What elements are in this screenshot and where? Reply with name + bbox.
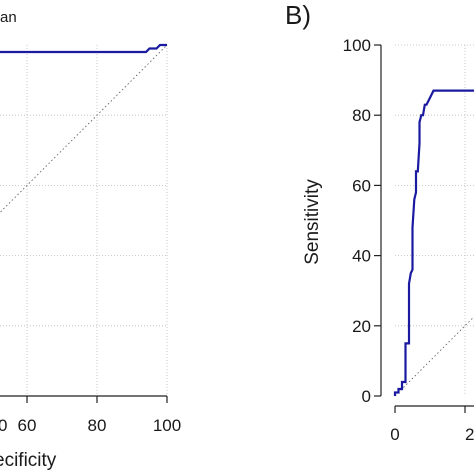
panel-b: B) 0 20 40 60 80 100 0 2 Sensitivity: [285, 0, 474, 444]
panel-b-y-tick-label: 100: [343, 36, 371, 55]
panel-a-x-axis-title: ecificity: [0, 450, 57, 471]
panel-a-grid: [0, 45, 168, 396]
panel-b-axes: [380, 45, 474, 407]
panel-a-x-tick-label: 80: [88, 416, 107, 435]
panel-b-y-axis-title: Sensitivity: [302, 179, 323, 265]
panel-b-y-tick-label: 60: [352, 176, 371, 195]
panel-b-roc-curve: [393, 89, 474, 396]
panel-b-y-tick-label: 0: [362, 387, 371, 406]
panel-a-x-tick-label: 60: [18, 416, 37, 435]
panel-b-y-tick-label: 40: [352, 247, 371, 266]
panel-a-x-tick-label: 0: [0, 416, 7, 435]
panel-b-x-tick-label: 0: [390, 425, 399, 444]
panel-a-legend-text: an: [0, 9, 17, 26]
panel-a-roc-curve: [0, 43, 167, 54]
panel-b-x-tick-label: 2: [465, 425, 474, 444]
panel-b-y-tick-label: 20: [352, 317, 371, 336]
panel-a: 0 60 80 100 an ecificity: [0, 9, 181, 471]
panel-b-y-tick-label: 80: [352, 106, 371, 125]
panel-a-reference-line: [0, 44, 168, 214]
panel-b-grid: [395, 44, 474, 396]
panel-b-ticks: 0 20 40 60 80 100 0 2: [343, 36, 474, 444]
panel-a-x-ticks: 0 60 80 100: [0, 396, 181, 435]
panel-a-x-tick-label: 100: [153, 416, 181, 435]
panel-b-letter: B): [285, 0, 311, 30]
